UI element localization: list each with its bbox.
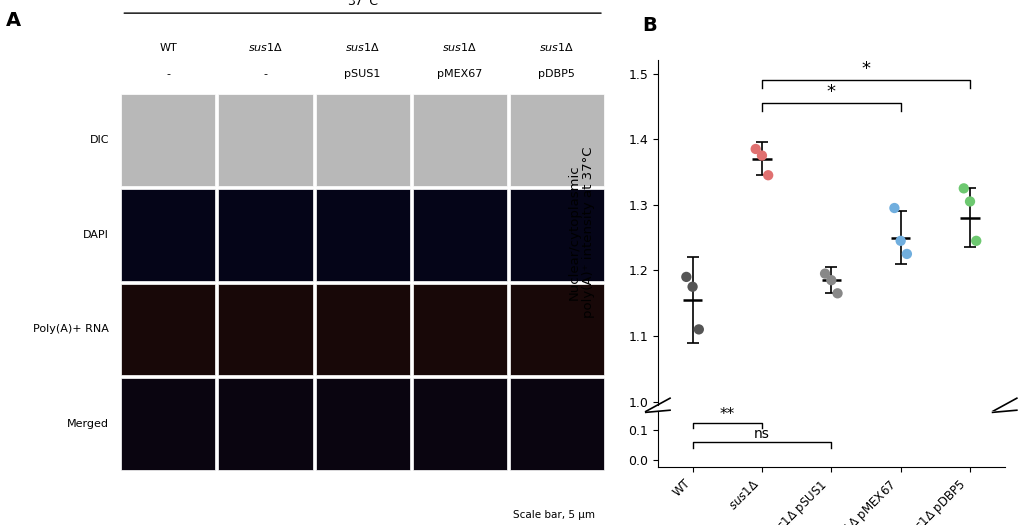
Point xyxy=(892,237,908,245)
Bar xyxy=(315,378,410,470)
Point xyxy=(967,237,983,245)
Point xyxy=(816,269,833,278)
Text: $\it{sus1\Delta}$: $\it{sus1\Delta}$ xyxy=(248,40,283,52)
Point xyxy=(747,145,763,153)
Bar xyxy=(218,378,312,470)
Bar xyxy=(510,284,603,375)
Point xyxy=(822,276,839,285)
Text: $\it{sus1\Delta}$: $\it{sus1\Delta}$ xyxy=(539,40,574,52)
Bar xyxy=(510,189,603,281)
Bar xyxy=(510,378,603,470)
Text: *: * xyxy=(826,83,835,101)
Bar xyxy=(413,189,506,281)
Point xyxy=(753,151,769,160)
Bar xyxy=(218,189,312,281)
Text: *: * xyxy=(861,60,869,78)
Point xyxy=(753,51,769,59)
Text: pDBP5: pDBP5 xyxy=(538,69,575,79)
Point xyxy=(898,95,914,103)
Text: pMEX67: pMEX67 xyxy=(436,69,482,79)
Point xyxy=(967,89,983,97)
Text: Merged: Merged xyxy=(67,419,109,429)
Bar xyxy=(315,284,410,375)
Point xyxy=(822,107,839,115)
Point xyxy=(759,59,775,68)
Point xyxy=(690,129,706,137)
Bar xyxy=(413,378,506,470)
Text: -: - xyxy=(166,69,170,79)
Text: WT: WT xyxy=(159,43,177,52)
Point xyxy=(961,197,977,206)
Point xyxy=(690,325,706,333)
Text: pSUS1: pSUS1 xyxy=(344,69,380,79)
Text: $\it{sus1\Delta}$: $\it{sus1\Delta}$ xyxy=(441,40,477,52)
Bar xyxy=(315,189,410,281)
Point xyxy=(678,105,694,113)
Text: A: A xyxy=(6,10,21,29)
Text: Poly(A)+ RNA: Poly(A)+ RNA xyxy=(34,324,109,334)
Point xyxy=(961,71,977,80)
Bar xyxy=(218,284,312,375)
Text: ns: ns xyxy=(753,427,769,442)
Bar xyxy=(315,94,410,186)
Point xyxy=(886,204,902,212)
Bar xyxy=(121,284,215,375)
Bar xyxy=(510,94,603,186)
Bar xyxy=(121,378,215,470)
Bar xyxy=(121,189,215,281)
Point xyxy=(684,282,700,291)
Point xyxy=(759,171,775,180)
Text: 37°C: 37°C xyxy=(346,0,378,8)
Bar xyxy=(413,94,506,186)
Text: B: B xyxy=(642,16,656,35)
Text: $\it{sus1\Delta}$: $\it{sus1\Delta}$ xyxy=(344,40,380,52)
Text: -: - xyxy=(263,69,267,79)
Bar xyxy=(121,94,215,186)
Point xyxy=(892,89,908,97)
Text: Scale bar, 5 μm: Scale bar, 5 μm xyxy=(513,510,594,520)
Bar xyxy=(218,94,312,186)
Text: DAPI: DAPI xyxy=(84,230,109,240)
Point xyxy=(684,110,700,118)
Bar xyxy=(413,284,506,375)
Point xyxy=(747,48,763,56)
Text: DIC: DIC xyxy=(90,135,109,145)
Text: Nuclear/cytoplasmic
poly(A)⁺ intensity at 37°C: Nuclear/cytoplasmic poly(A)⁺ intensity a… xyxy=(567,147,595,318)
Point xyxy=(816,104,833,112)
Point xyxy=(886,74,902,82)
Point xyxy=(678,272,694,281)
Point xyxy=(955,66,971,74)
Point xyxy=(828,289,845,298)
Text: **: ** xyxy=(719,407,734,422)
Point xyxy=(955,184,971,193)
Point xyxy=(828,112,845,121)
Point xyxy=(898,250,914,258)
